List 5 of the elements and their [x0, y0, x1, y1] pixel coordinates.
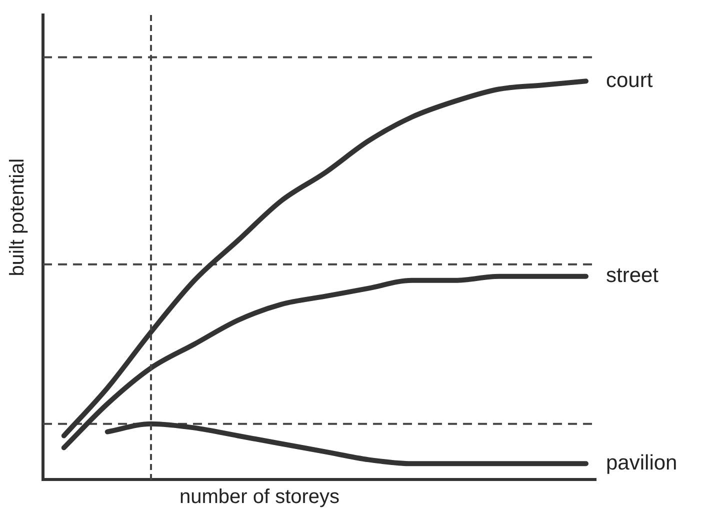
series-label: court — [606, 68, 653, 92]
x-axis-title: number of storeys — [179, 486, 340, 508]
y-axis-title: built potential — [6, 158, 29, 276]
series-label: pavilion — [606, 451, 678, 474]
series-label: street — [606, 264, 659, 288]
